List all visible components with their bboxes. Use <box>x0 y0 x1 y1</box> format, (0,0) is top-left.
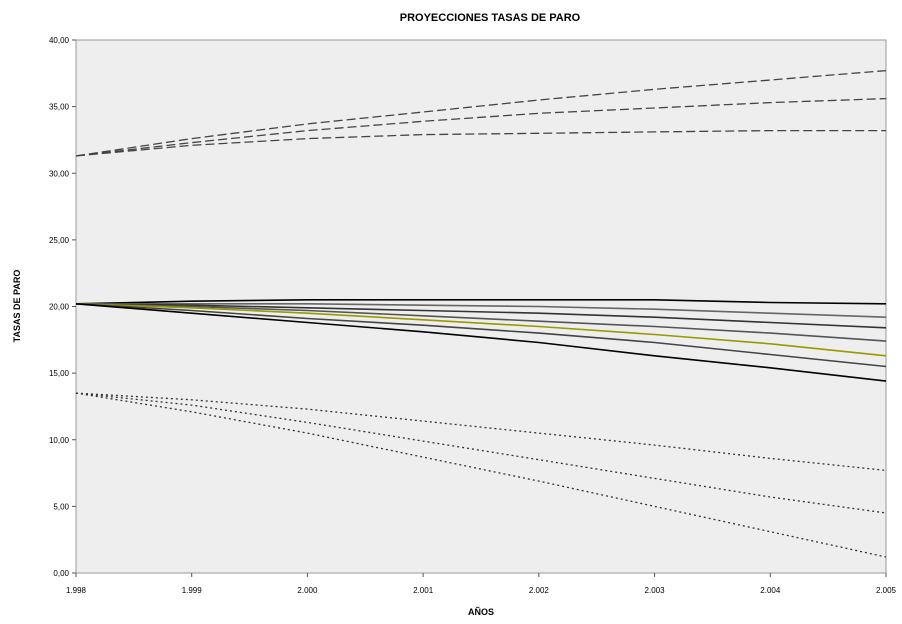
y-tick-label: 0,00 <box>53 569 69 578</box>
y-tick-label: 35,00 <box>49 103 70 112</box>
x-tick-label: 2.000 <box>297 586 318 595</box>
y-axis-title: TASAS DE PARO <box>12 270 22 343</box>
y-tick-label: 25,00 <box>49 236 70 245</box>
y-tick-label: 10,00 <box>49 436 70 445</box>
series-line-4 <box>75 298 887 305</box>
x-tick-label: 2.003 <box>645 586 666 595</box>
x-tick-label: 1.999 <box>182 586 203 595</box>
series-line-1 <box>75 69 887 157</box>
y-tick-label: 30,00 <box>49 169 70 178</box>
series-layer <box>75 69 887 558</box>
series-line-5 <box>76 302 887 318</box>
y-tick-label: 5,00 <box>53 502 69 511</box>
series-line-3 <box>75 129 886 157</box>
x-axis: 1.998 1.999 2.000 2.001 2.002 2.003 2.004 2.005 <box>66 573 897 595</box>
y-axis: 0,00 5,00 10,00 15,00 20,00 25,00 30,00 35,00 40… <box>49 36 76 578</box>
series-line-9 <box>75 303 887 368</box>
x-tick-label: 2.005 <box>876 586 897 595</box>
y-tick-label: 40,00 <box>49 36 70 45</box>
x-tick-label: 1.998 <box>66 586 87 595</box>
y-tick-label: 20,00 <box>49 303 70 312</box>
series-line-10 <box>75 303 887 382</box>
series-line-12 <box>75 392 887 514</box>
series-line-6 <box>75 303 887 329</box>
series-line-13 <box>75 392 887 558</box>
series-line-11 <box>75 392 887 472</box>
series-line-8 <box>75 303 887 357</box>
x-tick-label: 2.002 <box>529 586 550 595</box>
series-line-7 <box>75 303 887 342</box>
chart-title: PROYECCIONES TASAS DE PARO <box>400 12 581 24</box>
x-tick-label: 2.001 <box>413 586 434 595</box>
y-tick-label: 15,00 <box>49 369 70 378</box>
x-axis-title: AÑOS <box>468 607 494 617</box>
x-tick-label: 2.004 <box>760 586 781 595</box>
series-line-2 <box>75 97 887 157</box>
